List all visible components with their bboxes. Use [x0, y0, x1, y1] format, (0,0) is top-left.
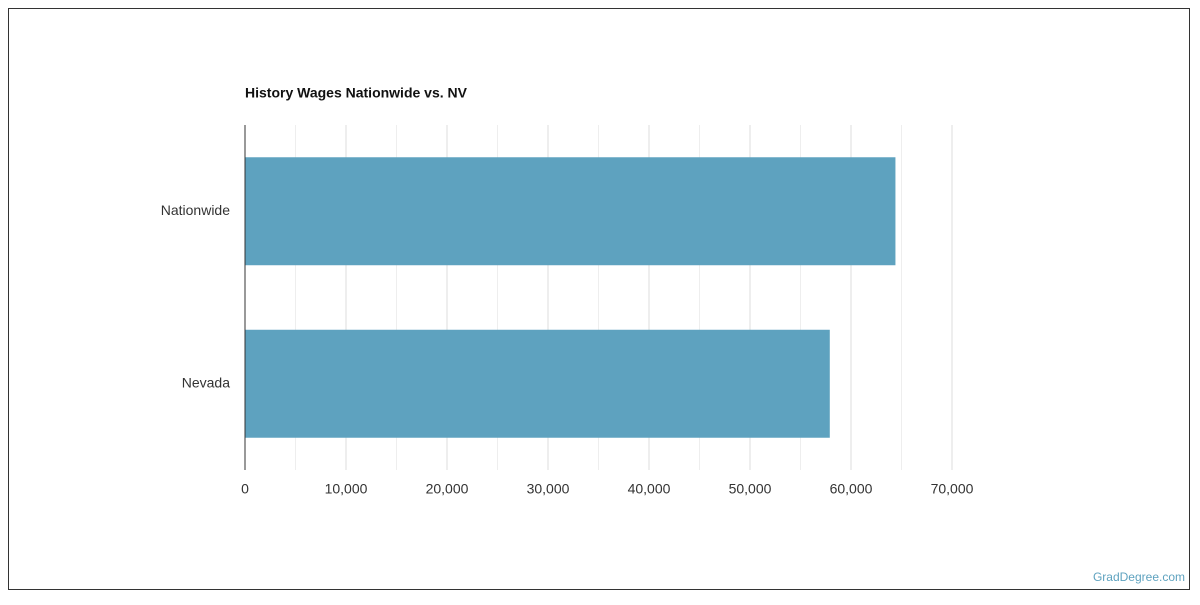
bar: [245, 329, 830, 438]
x-tick-label: 30,000: [527, 481, 570, 497]
x-tick-label: 60,000: [830, 481, 873, 497]
y-tick-label: Nevada: [182, 374, 230, 390]
x-tick-label: 10,000: [325, 481, 368, 497]
frame: [8, 8, 1190, 590]
x-tick-label: 20,000: [426, 481, 469, 497]
x-tick-label: 70,000: [931, 481, 974, 497]
chart-title: History Wages Nationwide vs. NV: [245, 85, 468, 101]
x-tick-label: 0: [241, 481, 249, 497]
watermark[interactable]: GradDegree.com: [1093, 570, 1185, 584]
x-tick-label: 40,000: [628, 481, 671, 497]
bar: [245, 157, 896, 266]
y-tick-label: Nationwide: [161, 202, 230, 218]
x-tick-label: 50,000: [729, 481, 772, 497]
